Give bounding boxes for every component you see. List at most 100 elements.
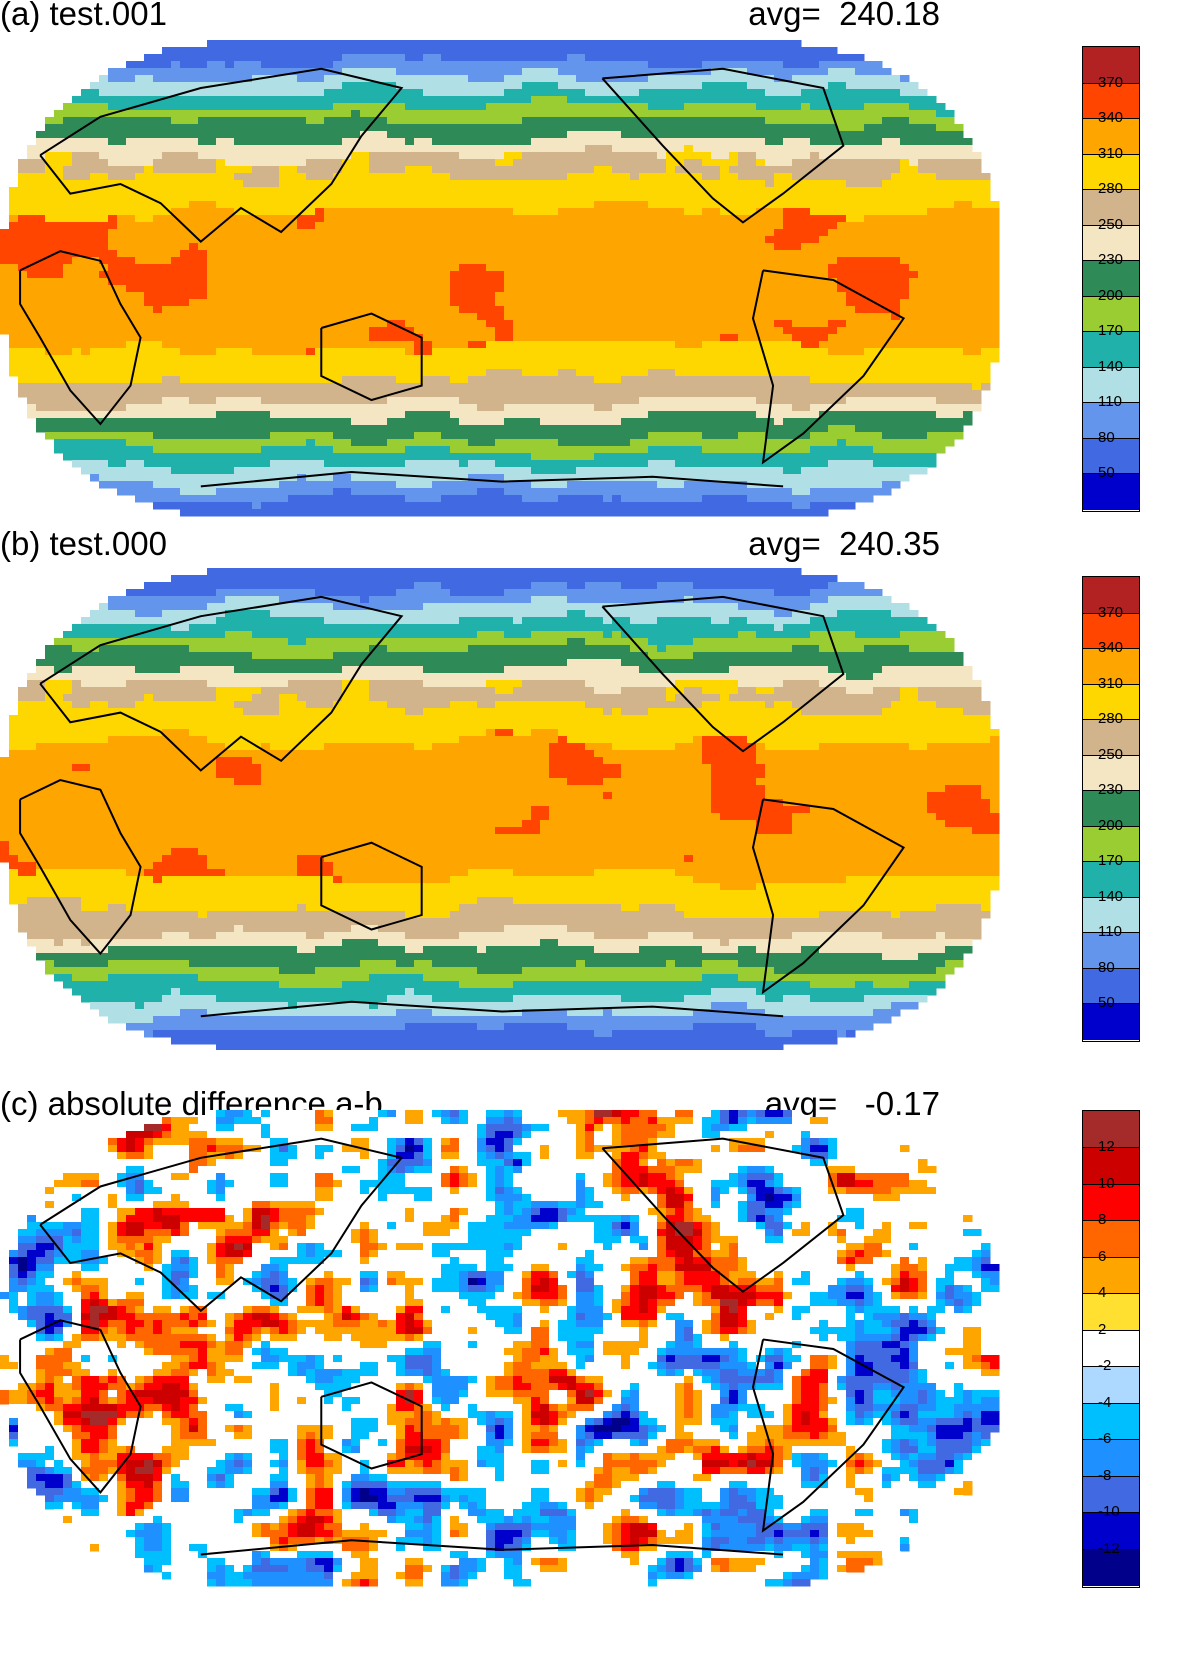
colorbar-tick-label: 340	[1098, 110, 1132, 126]
colorbar	[1082, 46, 1140, 512]
coastline	[751, 798, 906, 995]
colorbar-tick-label: 310	[1098, 145, 1132, 162]
colorbar-tick-label: 80	[1098, 959, 1132, 976]
colorbar-tick-label: 4	[1098, 1285, 1132, 1301]
panel-title: (b) test.000	[0, 524, 167, 564]
coastline	[39, 1137, 404, 1313]
colorbar-swatch	[1083, 295, 1139, 333]
colorbar-swatch	[1083, 1329, 1139, 1368]
coastline	[19, 779, 142, 956]
colorbar-swatch	[1083, 1475, 1139, 1514]
colorbar-swatch	[1083, 224, 1139, 262]
colorbar-tick-label: 310	[1098, 675, 1132, 692]
colorbar-swatch	[1083, 1439, 1139, 1478]
colorbar-tick-label: 250	[1098, 746, 1132, 763]
colorbar-swatch	[1083, 1220, 1139, 1259]
coastline	[751, 269, 906, 465]
coastline	[601, 1137, 845, 1293]
colorbar-tick-label: 250	[1098, 216, 1132, 233]
colorbar-tick-label: -6	[1098, 1431, 1132, 1447]
colorbar-tick-label: 280	[1098, 711, 1132, 727]
colorbar-swatch	[1083, 1293, 1139, 1332]
field-cells	[0, 1110, 1000, 1587]
colorbar-swatch	[1083, 719, 1139, 757]
coastline	[320, 841, 423, 931]
colorbar-swatch	[1083, 825, 1139, 863]
colorbar-tick-label: 110	[1098, 394, 1132, 410]
field-cells	[0, 568, 1000, 1050]
colorbar-tick-label: 200	[1098, 287, 1132, 304]
field-cells	[0, 40, 1000, 517]
colorbar-swatch	[1083, 1548, 1139, 1587]
colorbar-swatch	[1083, 1512, 1139, 1551]
coastline	[39, 595, 404, 772]
world-map-a	[0, 40, 1000, 517]
colorbar-tick-label: 140	[1098, 888, 1132, 905]
colorbar-swatch	[1083, 1402, 1139, 1441]
coastline	[320, 312, 423, 402]
colorbar-swatch	[1083, 896, 1139, 934]
colorbar-swatch	[1083, 82, 1139, 120]
world-map-b	[0, 568, 1000, 1050]
colorbar-swatch	[1083, 861, 1139, 899]
colorbar-swatch	[1083, 1147, 1139, 1186]
panel-c: (c) absolute difference a-b avg= -0.17 1…	[0, 1085, 1188, 1677]
colorbar-tick-label: 200	[1098, 817, 1132, 834]
colorbar-tick-label: 2	[1098, 1321, 1132, 1338]
colorbar-swatch	[1083, 366, 1139, 404]
colorbar-swatch	[1083, 153, 1139, 191]
coastline	[601, 67, 845, 224]
colorbar-swatch	[1083, 967, 1139, 1005]
colorbar-tick-label: 50	[1098, 995, 1132, 1011]
colorbar-tick-label: -12	[1098, 1540, 1132, 1557]
coastline	[39, 67, 404, 243]
panel-average: avg= 240.18	[748, 0, 940, 34]
colorbar-swatch	[1083, 754, 1139, 792]
coastline	[601, 595, 845, 753]
colorbar-swatch	[1083, 189, 1139, 227]
colorbar-swatch	[1083, 331, 1139, 369]
colorbar-swatch	[1083, 437, 1139, 475]
colorbar-tick-label: 12	[1098, 1139, 1132, 1155]
colorbar-swatch	[1083, 683, 1139, 721]
colorbar-tick-label: 170	[1098, 853, 1132, 869]
colorbar-tick-label: 10	[1098, 1175, 1132, 1192]
colorbar-swatch	[1083, 1111, 1139, 1148]
coastline	[320, 1381, 423, 1470]
colorbar-tick-label: 80	[1098, 429, 1132, 446]
colorbar-swatch	[1083, 932, 1139, 970]
coastline	[19, 1319, 142, 1494]
colorbar-swatch	[1083, 402, 1139, 440]
colorbar	[1082, 576, 1140, 1042]
colorbar-swatch	[1083, 260, 1139, 298]
colorbar-tick-label: 340	[1098, 640, 1132, 656]
colorbar-swatch	[1083, 790, 1139, 828]
colorbar-swatch	[1083, 473, 1139, 511]
colorbar-tick-label: 50	[1098, 465, 1132, 481]
coastline	[751, 1338, 906, 1533]
coastline	[200, 470, 784, 488]
panel-average: avg= 240.35	[748, 524, 940, 564]
map-plot	[0, 568, 1004, 1050]
colorbar-swatch	[1083, 648, 1139, 686]
colorbar-swatch	[1083, 577, 1139, 614]
panel-title: (a) test.001	[0, 0, 167, 34]
colorbar-swatch	[1083, 1366, 1139, 1405]
map-plot	[0, 40, 1004, 520]
panel-b: (b) test.000 avg= 240.35 370 340 310 280 250…	[0, 525, 1188, 1050]
colorbar-swatch	[1083, 118, 1139, 156]
colorbar-swatch	[1083, 612, 1139, 650]
colorbar-tick-label: 370	[1098, 74, 1132, 91]
colorbar-tick-label: -10	[1098, 1504, 1132, 1520]
colorbar-tick-label: 230	[1098, 782, 1132, 798]
colorbar-tick-label: -2	[1098, 1358, 1132, 1374]
colorbar-tick-label: 8	[1098, 1212, 1132, 1228]
colorbar-swatch	[1083, 1256, 1139, 1295]
colorbar-tick-label: 6	[1098, 1248, 1132, 1265]
colorbar-swatch	[1083, 47, 1139, 84]
panel-a: (a) test.001 avg= 240.18 370 340 310 280 250…	[0, 0, 1188, 520]
world-map-c	[0, 1110, 1000, 1587]
colorbar-tick-label: 370	[1098, 604, 1132, 621]
colorbar-tick-label: 170	[1098, 323, 1132, 339]
colorbar-tick-label: -4	[1098, 1394, 1132, 1411]
